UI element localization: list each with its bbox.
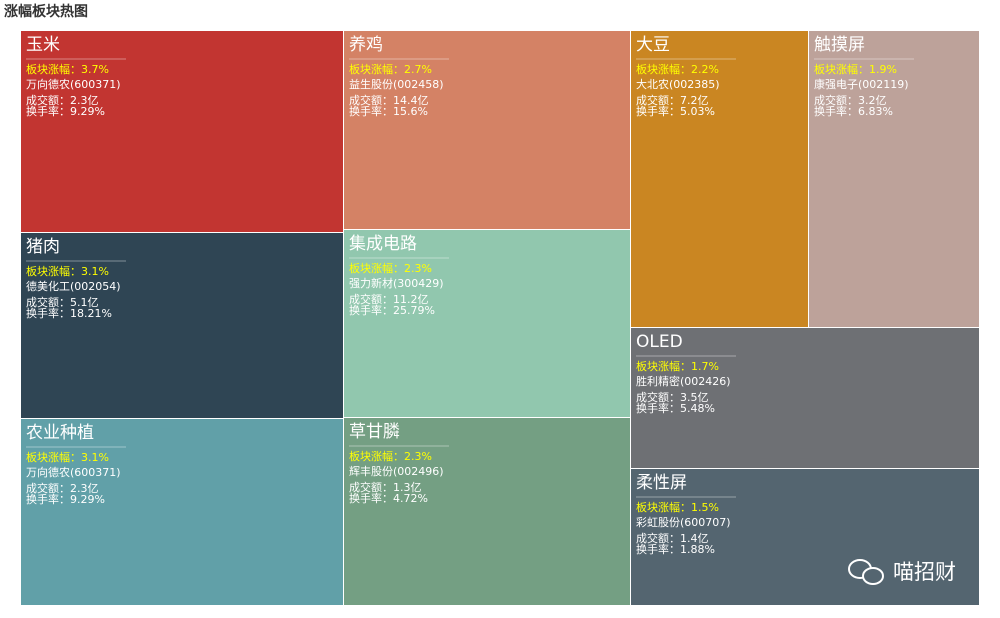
tile-stock: 万向德农(600371) [26,465,121,479]
tile-change: 板块涨幅：2.7% [349,62,432,76]
tile-name: OLED [636,332,683,352]
tile-stock: 胜利精密(002426) [636,374,731,388]
tile-volume: 成交额：14.4亿 [349,93,429,107]
tile-volume: 成交额：2.3亿 [26,93,99,107]
tile-turnover: 换手率：15.6% [349,104,428,118]
tile-name: 集成电路 [349,234,417,254]
tile-change: 板块涨幅：2.3% [349,449,432,463]
tile-change: 板块涨幅：1.5% [636,500,719,514]
tile-volume: 成交额：2.3亿 [26,481,99,495]
tile-name: 养鸡 [349,35,383,55]
tile [631,31,808,327]
tile-change: 板块涨幅：3.7% [26,62,109,76]
tile-volume: 成交额：3.2亿 [814,93,887,107]
tile-stock: 万向德农(600371) [26,77,121,91]
tile-volume: 成交额：7.2亿 [636,93,709,107]
watermark-icon [862,567,884,585]
tile-turnover: 换手率：1.88% [636,542,715,556]
tile [809,31,979,327]
tile-turnover: 换手率：5.03% [636,104,715,118]
tile [631,469,979,605]
tile-change: 板块涨幅：2.3% [349,261,432,275]
tile-name: 玉米 [26,35,60,55]
tile-change: 板块涨幅：2.2% [636,62,719,76]
tile-turnover: 换手率：6.83% [814,104,893,118]
tile-stock: 益生股份(002458) [349,77,444,91]
tile-turnover: 换手率：18.21% [26,306,112,320]
tile-name: 草甘膦 [349,422,400,442]
tile-turnover: 换手率：9.29% [26,492,105,506]
tile-turnover: 换手率：25.79% [349,303,435,317]
tile [21,233,343,418]
tile-volume: 成交额：3.5亿 [636,390,709,404]
chart-title: 涨幅板块热图 [4,3,88,20]
tile-name: 大豆 [636,35,670,55]
tile-name: 柔性屏 [636,473,687,493]
tile-change: 板块涨幅：3.1% [26,450,109,464]
tile [344,31,630,229]
watermark: 喵招财 [848,559,956,585]
tile-volume: 成交额：5.1亿 [26,295,99,309]
tile-turnover: 换手率：9.29% [26,104,105,118]
tile-turnover: 换手率：4.72% [349,491,428,505]
tile-change: 板块涨幅：1.9% [814,62,897,76]
tile-change: 板块涨幅：3.1% [26,264,109,278]
tile-change: 板块涨幅：1.7% [636,359,719,373]
tile [21,419,343,605]
tile [344,230,630,417]
tile [21,31,343,232]
tile-volume: 成交额：1.3亿 [349,480,422,494]
tile-stock: 辉丰股份(002496) [349,465,444,478]
tile-name: 农业种植 [26,423,94,443]
tile-stock: 大北农(002385) [636,77,720,91]
watermark-text: 喵招财 [893,560,956,584]
tile-volume: 成交额：11.2亿 [349,292,429,306]
tile [631,328,979,468]
tile-stock: 康强电子(002119) [814,77,909,91]
tile-volume: 成交额：1.4亿 [636,531,709,545]
tile-name: 猪肉 [26,237,60,257]
tile-name: 触摸屏 [814,35,865,55]
tile-stock: 强力新材(300429) [349,276,444,290]
tile-stock: 彩虹股份(600707) [636,516,731,529]
tile-stock: 德美化工(002054) [26,279,121,293]
tile [344,418,630,605]
tile-turnover: 换手率：5.48% [636,401,715,415]
